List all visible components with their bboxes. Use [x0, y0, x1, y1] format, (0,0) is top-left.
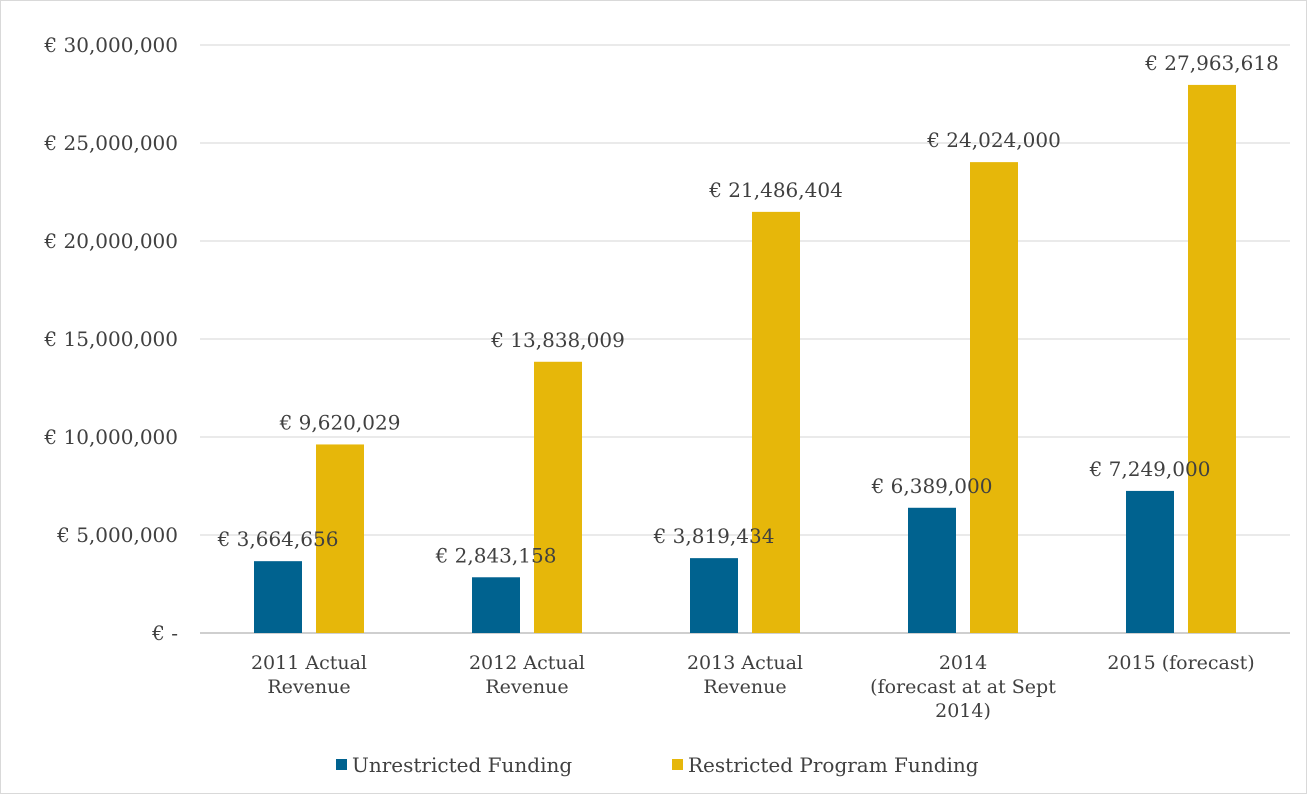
data-labels: € 3,664,656 € 2,843,158 € 3,819,434 € 6,389…	[217, 51, 1279, 567]
legend-item-unrestricted: Unrestricted Funding	[336, 753, 572, 777]
y-tick-label: € 5,000,000	[56, 523, 178, 547]
legend-swatch	[336, 759, 347, 770]
legend-item-restricted: Restricted Program Funding	[672, 753, 979, 777]
data-label: € 9,620,029	[279, 410, 401, 434]
category-label: 2011 Actual Revenue	[251, 652, 367, 698]
legend-swatch	[672, 759, 683, 770]
bar-unrestricted	[1126, 490, 1174, 633]
data-label: € 6,389,000	[871, 474, 993, 498]
y-tick-label: € 10,000,000	[43, 425, 178, 449]
category-label-line: 2011 Actual	[251, 652, 367, 674]
y-tick-label: € 20,000,000	[43, 229, 178, 253]
bar-unrestricted	[908, 507, 956, 633]
legend-label: Restricted Program Funding	[688, 753, 979, 777]
gridlines	[200, 44, 1290, 634]
category-label-line: Revenue	[267, 676, 350, 698]
bar-restricted	[534, 361, 582, 633]
y-axis-tick-labels: € - € 5,000,000 € 10,000,000 € 15,000,000 € …	[43, 33, 178, 645]
data-label: € 24,024,000	[926, 128, 1061, 152]
category-label-line: 2015 (forecast)	[1107, 652, 1254, 674]
bar-restricted	[1188, 84, 1236, 633]
legend-label: Unrestricted Funding	[352, 753, 572, 777]
data-label: € 21,486,404	[708, 178, 843, 202]
data-label: € 2,843,158	[435, 543, 557, 567]
data-label: € 3,664,656	[217, 527, 339, 551]
bar-restricted	[970, 162, 1018, 634]
bar-unrestricted	[472, 577, 520, 633]
category-label-line: 2014)	[935, 700, 991, 722]
y-tick-label: € 25,000,000	[43, 131, 178, 155]
category-label: 2015 (forecast)	[1107, 652, 1254, 674]
category-label-line: (forecast at at Sept	[870, 676, 1056, 698]
category-label-line: Revenue	[703, 676, 786, 698]
legend: Unrestricted Funding Restricted Program F…	[336, 753, 979, 777]
bar-unrestricted	[254, 561, 302, 633]
data-label: € 27,963,618	[1144, 51, 1279, 75]
category-label: 2014 (forecast at at Sept 2014)	[870, 652, 1056, 722]
data-label: € 7,249,000	[1089, 457, 1211, 481]
category-label: 2013 Actual Revenue	[687, 652, 803, 698]
category-label-line: 2012 Actual	[469, 652, 585, 674]
bar-unrestricted	[690, 558, 738, 633]
y-tick-label: € -	[151, 621, 178, 645]
y-tick-label: € 30,000,000	[43, 33, 178, 57]
category-label: 2012 Actual Revenue	[469, 652, 585, 698]
bars	[254, 84, 1236, 634]
bar-restricted	[752, 211, 800, 633]
category-label-line: 2013 Actual	[687, 652, 803, 674]
y-tick-label: € 15,000,000	[43, 327, 178, 351]
category-label-line: Revenue	[485, 676, 568, 698]
data-label: € 13,838,009	[490, 328, 625, 352]
bar-restricted	[316, 444, 364, 633]
data-label: € 3,819,434	[653, 524, 775, 548]
category-label-line: 2014	[939, 652, 987, 674]
